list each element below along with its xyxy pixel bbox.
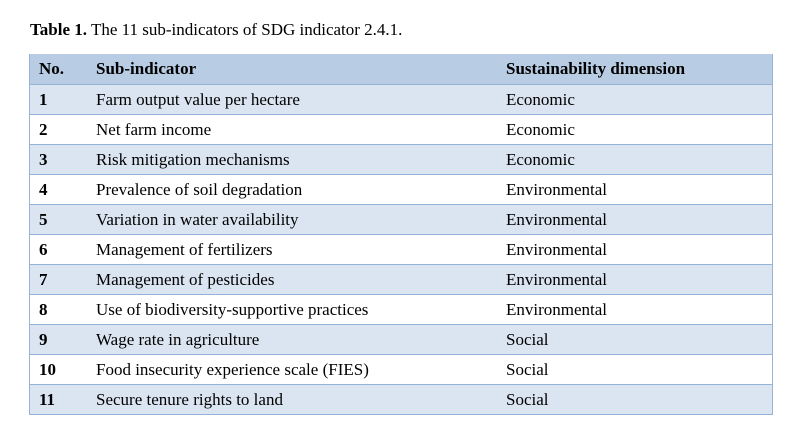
table-row: 7 Management of pesticides Environmental [29,264,773,295]
row-dimension: Environmental [506,269,608,289]
row-no: 10 [39,359,56,379]
row-dimension: Social [506,329,549,349]
row-no: 4 [39,179,48,199]
table-row: 9 Wage rate in agriculture Social [29,324,773,355]
row-no: 2 [39,119,48,139]
row-sub-indicator: Net farm income [96,119,212,139]
row-no: 6 [39,239,48,259]
row-dimension: Social [506,359,549,379]
row-dimension: Environmental [506,209,608,229]
row-no: 5 [39,209,48,229]
row-dimension: Environmental [506,179,608,199]
row-sub-indicator: Secure tenure rights to land [96,389,283,409]
row-sub-indicator: Food insecurity experience scale (FIES) [96,359,369,379]
header-dimension: Sustainability dimension [506,59,686,78]
row-dimension: Economic [506,89,575,109]
table-row: 10 Food insecurity experience scale (FIE… [29,354,773,385]
row-sub-indicator: Wage rate in agriculture [96,329,260,349]
sub-indicator-table: No. Sub-indicator Sustainability dimensi… [29,54,773,415]
row-dimension: Environmental [506,239,608,259]
row-no: 3 [39,149,48,169]
row-sub-indicator: Management of fertilizers [96,239,273,259]
table-row: 1 Farm output value per hectare Economic [29,84,773,115]
header-no: No. [39,59,65,78]
row-dimension: Economic [506,119,575,139]
table-row: 3 Risk mitigation mechanisms Economic [29,144,773,175]
row-no: 9 [39,329,48,349]
row-no: 8 [39,299,48,319]
table-header-row: No. Sub-indicator Sustainability dimensi… [29,54,773,85]
table-row: 6 Management of fertilizers Environmenta… [29,234,773,265]
row-sub-indicator: Farm output value per hectare [96,89,300,109]
row-sub-indicator: Risk mitigation mechanisms [96,149,290,169]
row-sub-indicator: Management of pesticides [96,269,275,289]
row-sub-indicator: Prevalence of soil degradation [96,179,303,199]
table-row: 5 Variation in water availability Enviro… [29,204,773,235]
row-dimension: Social [506,389,549,409]
row-dimension: Economic [506,149,575,169]
table-row: 4 Prevalence of soil degradation Environ… [29,174,773,205]
table-row: 11 Secure tenure rights to land Social [29,384,773,415]
table-caption: Table 1. The 11 sub-indicators of SDG in… [30,19,402,41]
row-no: 1 [39,89,48,109]
table-row: 2 Net farm income Economic [29,114,773,145]
row-sub-indicator: Use of biodiversity-supportive practices [96,299,369,319]
caption-text: The 11 sub-indicators of SDG indicator 2… [90,20,403,39]
header-sub-indicator: Sub-indicator [96,59,197,78]
table-row: 8 Use of biodiversity-supportive practic… [29,294,773,325]
row-no: 11 [39,389,56,409]
row-no: 7 [39,269,48,289]
row-sub-indicator: Variation in water availability [96,209,299,229]
caption-label: Table 1. [30,20,88,39]
row-dimension: Environmental [506,299,608,319]
